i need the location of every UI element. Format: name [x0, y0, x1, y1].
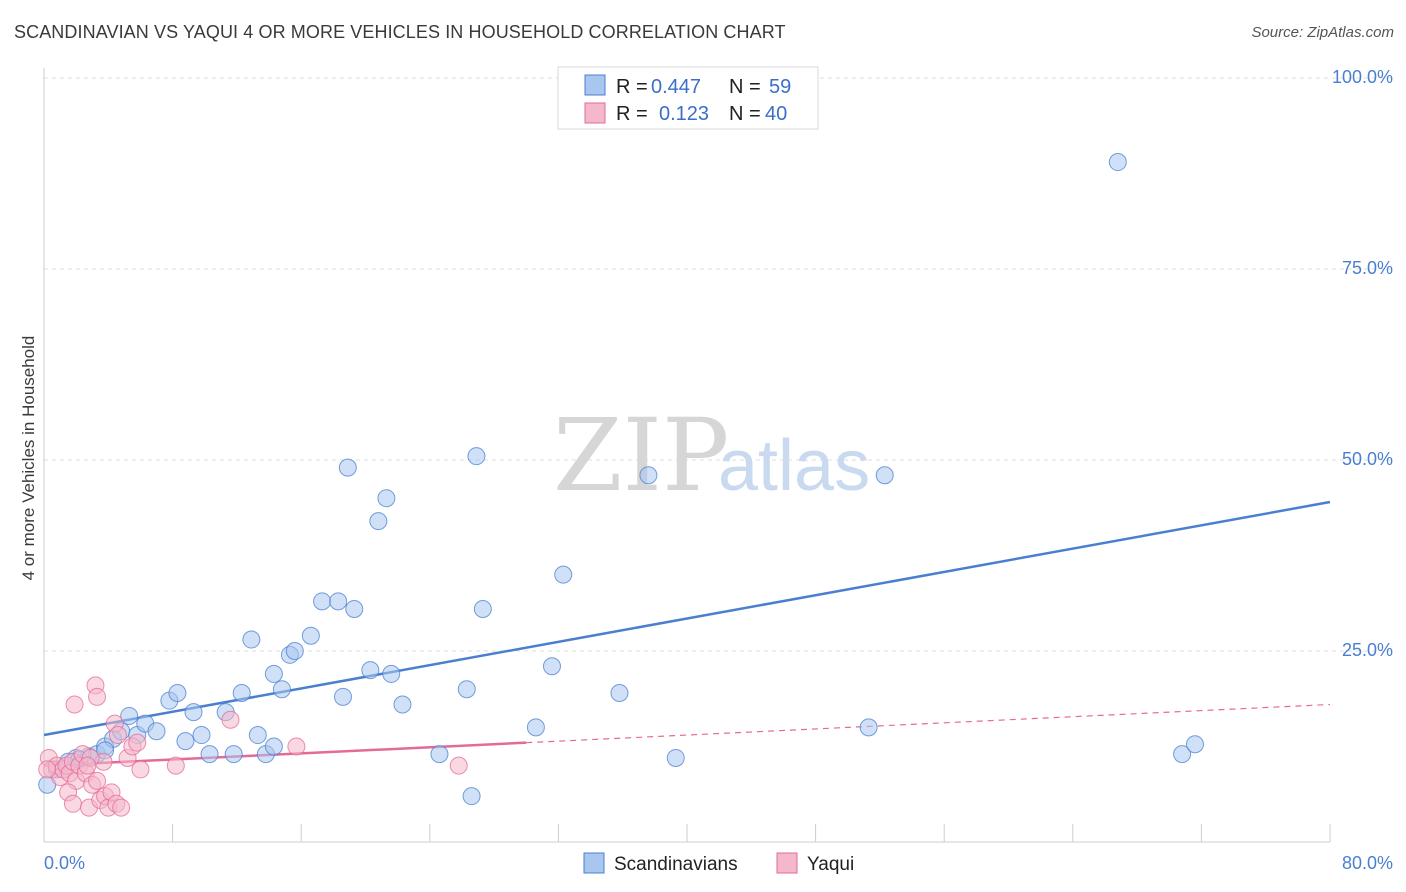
- series-label-scandinavians: Scandinavians: [614, 854, 738, 875]
- point-scandinavians: [192, 726, 211, 745]
- legend-swatch-yaqui: [584, 102, 606, 124]
- point-yaqui: [449, 756, 468, 775]
- point-yaqui: [65, 695, 84, 714]
- series-legend: Scandinavians Yaqui: [583, 852, 854, 875]
- point-scandinavians: [430, 745, 449, 764]
- point-scandinavians: [147, 722, 166, 741]
- point-yaqui: [221, 710, 240, 729]
- legend-r-label-1: R =: [616, 76, 648, 98]
- point-yaqui: [108, 726, 127, 745]
- y-tick-labels: 25.0% 50.0% 75.0% 100.0%: [1332, 67, 1393, 660]
- point-scandinavians: [285, 642, 304, 660]
- y-axis-label: 4 or more Vehicles in Household: [19, 336, 38, 581]
- legend-n-label-1: N =: [729, 76, 761, 98]
- trend-line-yaqui-extension: [526, 703, 1331, 744]
- series-swatch-scandinavians: [583, 852, 605, 874]
- point-yaqui: [287, 737, 306, 756]
- trend-line-scandinavians: [43, 500, 1331, 737]
- axes: [43, 68, 1331, 843]
- watermark-atlas: atlas: [718, 426, 870, 506]
- point-scandinavians: [1173, 745, 1192, 764]
- series-swatch-yaqui: [776, 852, 798, 874]
- source-label: Source: ZipAtlas.com: [1251, 24, 1394, 41]
- legend-n-label-2: N =: [729, 103, 761, 125]
- point-scandinavians: [467, 447, 486, 466]
- point-scandinavians: [542, 657, 561, 676]
- point-scandinavians: [610, 684, 629, 703]
- point-scandinavians: [264, 664, 283, 683]
- point-scandinavians: [272, 680, 291, 699]
- chart-title: SCANDINAVIAN VS YAQUI 4 OR MORE VEHICLES…: [14, 22, 786, 42]
- point-scandinavians: [345, 599, 364, 618]
- point-scandinavians: [859, 718, 878, 737]
- point-scandinavians: [264, 737, 283, 756]
- point-yaqui: [38, 760, 57, 779]
- point-yaqui: [63, 794, 82, 813]
- point-scandinavians: [639, 466, 658, 485]
- y-tick-label: 25.0%: [1342, 640, 1393, 660]
- point-scandinavians: [462, 787, 481, 806]
- point-scandinavians: [377, 489, 396, 508]
- point-scandinavians: [248, 726, 267, 745]
- y-tick-label: 100.0%: [1332, 67, 1393, 87]
- point-yaqui: [88, 687, 107, 706]
- trend-lines: [43, 500, 1331, 767]
- point-yaqui: [88, 771, 107, 790]
- data-points: [38, 153, 1204, 817]
- series-label-yaqui: Yaqui: [807, 854, 854, 875]
- y-tick-label: 50.0%: [1342, 449, 1393, 469]
- point-yaqui: [166, 756, 185, 775]
- point-scandinavians: [1185, 735, 1204, 754]
- legend-swatch-scandinavians: [584, 74, 606, 96]
- watermark-zip: ZIP: [553, 397, 729, 514]
- legend-r-value-2: 0.123: [659, 103, 709, 125]
- point-scandinavians: [457, 680, 476, 699]
- point-scandinavians: [242, 630, 261, 649]
- point-scandinavians: [554, 565, 573, 584]
- point-scandinavians: [473, 599, 492, 618]
- point-scandinavians: [329, 592, 348, 611]
- x-tick-min: 0.0%: [44, 853, 85, 873]
- legend-n-value-1: 59: [769, 76, 791, 98]
- point-scandinavians: [200, 745, 219, 764]
- point-yaqui: [112, 798, 131, 817]
- point-scandinavians: [382, 664, 401, 683]
- point-scandinavians: [526, 718, 545, 737]
- point-scandinavians: [338, 458, 357, 477]
- point-scandinavians: [361, 661, 380, 680]
- point-scandinavians: [301, 626, 320, 645]
- x-tick-max: 80.0%: [1342, 853, 1393, 873]
- legend-r-value-1: 0.447: [651, 76, 701, 98]
- point-yaqui: [128, 733, 147, 752]
- point-scandinavians: [184, 703, 203, 722]
- watermark: ZIP atlas: [553, 397, 870, 514]
- point-scandinavians: [120, 706, 139, 725]
- point-scandinavians: [224, 745, 243, 764]
- point-yaqui: [78, 756, 97, 775]
- point-scandinavians: [333, 687, 352, 706]
- point-scandinavians: [232, 684, 251, 703]
- legend-r-label-2: R =: [616, 103, 648, 125]
- point-scandinavians: [369, 512, 388, 531]
- point-yaqui: [131, 760, 150, 779]
- point-scandinavians: [875, 466, 894, 485]
- correlation-legend: R = 0.447 N = 59 R = 0.123 N = 40: [557, 66, 819, 130]
- point-scandinavians: [176, 732, 195, 751]
- legend-n-value-2: 40: [765, 103, 787, 125]
- point-scandinavians: [1108, 153, 1127, 172]
- gridlines: [44, 77, 1395, 652]
- point-scandinavians: [168, 684, 187, 703]
- y-tick-label: 75.0%: [1342, 258, 1393, 278]
- point-scandinavians: [313, 592, 332, 611]
- point-scandinavians: [393, 695, 412, 714]
- point-scandinavians: [666, 748, 685, 767]
